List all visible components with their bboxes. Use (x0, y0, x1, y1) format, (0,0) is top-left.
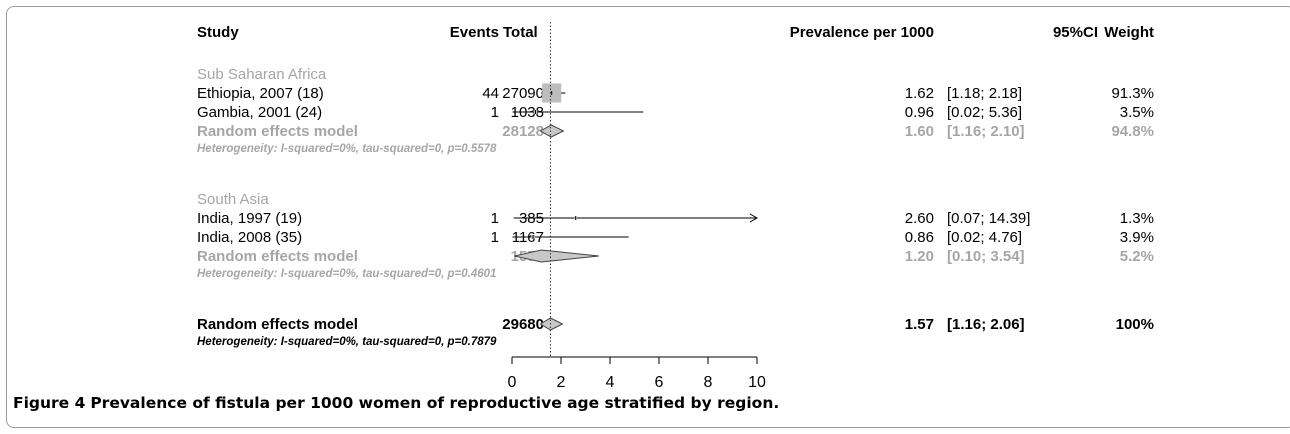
group-1-study-0-weight: 1.3% (1120, 210, 1154, 227)
header-total: Total (503, 24, 538, 41)
figure-label: Figure 4 (13, 394, 86, 412)
group-1-study-0-estimate: 2.60 (905, 210, 934, 227)
group-1-study-0-label: India, 1997 (19) (197, 210, 302, 227)
group-1-summary-ci: [0.10; 3.54] (947, 248, 1025, 265)
header-weight: Weight (1104, 24, 1154, 41)
overall-label: Random effects model (197, 316, 358, 333)
overall-heterogeneity: Heterogeneity: I-squared=0%, tau-squared… (197, 336, 497, 348)
overall-estimate: 1.57 (905, 316, 934, 333)
group-1-summary-diamond (514, 249, 599, 263)
forest-plot: Study Events Total Prevalence per 1000 95%CI… (197, 22, 1154, 390)
overall-total: 29680 (502, 316, 544, 333)
overall-diamond (539, 317, 564, 331)
x-tick-label-4: 8 (704, 374, 713, 390)
group-0-study-1-label: Gambia, 2001 (24) (197, 104, 322, 121)
group-0-study-0-weight: 91.3% (1111, 85, 1154, 102)
group-1-study-0-ci-line-arrow (749, 213, 759, 223)
group-0-study-0-total: 27090 (502, 85, 544, 102)
group-1-name: South Asia (197, 191, 269, 208)
group-1-study-1-label: India, 2008 (35) (197, 229, 302, 246)
group-1-study-0-events: 1 (491, 210, 499, 227)
header-study: Study (197, 24, 239, 41)
x-tick-label-1: 2 (557, 374, 566, 390)
group-1-study-0-ci: [0.07; 14.39] (947, 210, 1030, 227)
group-0-summary-weight: 94.8% (1111, 123, 1154, 140)
group-0-summary-ci: [1.16; 2.10] (947, 123, 1025, 140)
caption-text: Prevalence of fistula per 1000 women of … (90, 394, 780, 412)
group-1-study-1-ci: [0.02; 4.76] (947, 229, 1022, 246)
overall-ci: [1.16; 2.06] (947, 316, 1025, 333)
group-0-summary-total: 28128 (502, 123, 544, 140)
x-tick-label-0: 0 (508, 374, 517, 390)
figure-caption: Figure 4 Prevalence of fistula per 1000 … (13, 394, 779, 412)
group-0-study-1-estimate: 0.96 (905, 104, 934, 121)
group-0-name: Sub Saharan Africa (197, 66, 327, 83)
group-0-study-1-weight: 3.5% (1120, 104, 1154, 121)
group-0-study-1-ci: [0.02; 5.36] (947, 104, 1022, 121)
group-0-heterogeneity: Heterogeneity: I-squared=0%, tau-squared… (197, 143, 497, 155)
header-prevalence: Prevalence per 1000 (790, 24, 934, 41)
group-0-study-0-ci: [1.18; 2.18] (947, 85, 1022, 102)
x-tick-label-5: 10 (748, 374, 766, 390)
group-0-study-0-events: 44 (482, 85, 499, 102)
header-ci: 95%CI (1053, 24, 1098, 41)
group-0-summary-estimate: 1.60 (905, 123, 934, 140)
group-1-study-1-events: 1 (491, 229, 499, 246)
group-1-heterogeneity: Heterogeneity: I-squared=0%, tau-squared… (197, 268, 496, 280)
group-0-study-0-label: Ethiopia, 2007 (18) (197, 85, 324, 102)
group-1-study-1-weight: 3.9% (1120, 229, 1154, 246)
group-1-summary-label: Random effects model (197, 248, 358, 265)
group-0-summary-diamond (539, 124, 565, 138)
header-events: Events (450, 24, 499, 41)
group-0-summary-label: Random effects model (197, 123, 358, 140)
group-1-study-1-estimate: 0.86 (905, 229, 934, 246)
group-1-summary-weight: 5.2% (1120, 248, 1154, 265)
overall-weight: 100% (1116, 316, 1154, 333)
group-1-summary-estimate: 1.20 (905, 248, 934, 265)
figure-frame (6, 6, 1290, 428)
group-0-study-1-events: 1 (491, 104, 499, 121)
x-tick-label-3: 6 (655, 374, 664, 390)
x-tick-label-2: 4 (606, 374, 615, 390)
group-0-study-0-estimate: 1.62 (905, 85, 934, 102)
